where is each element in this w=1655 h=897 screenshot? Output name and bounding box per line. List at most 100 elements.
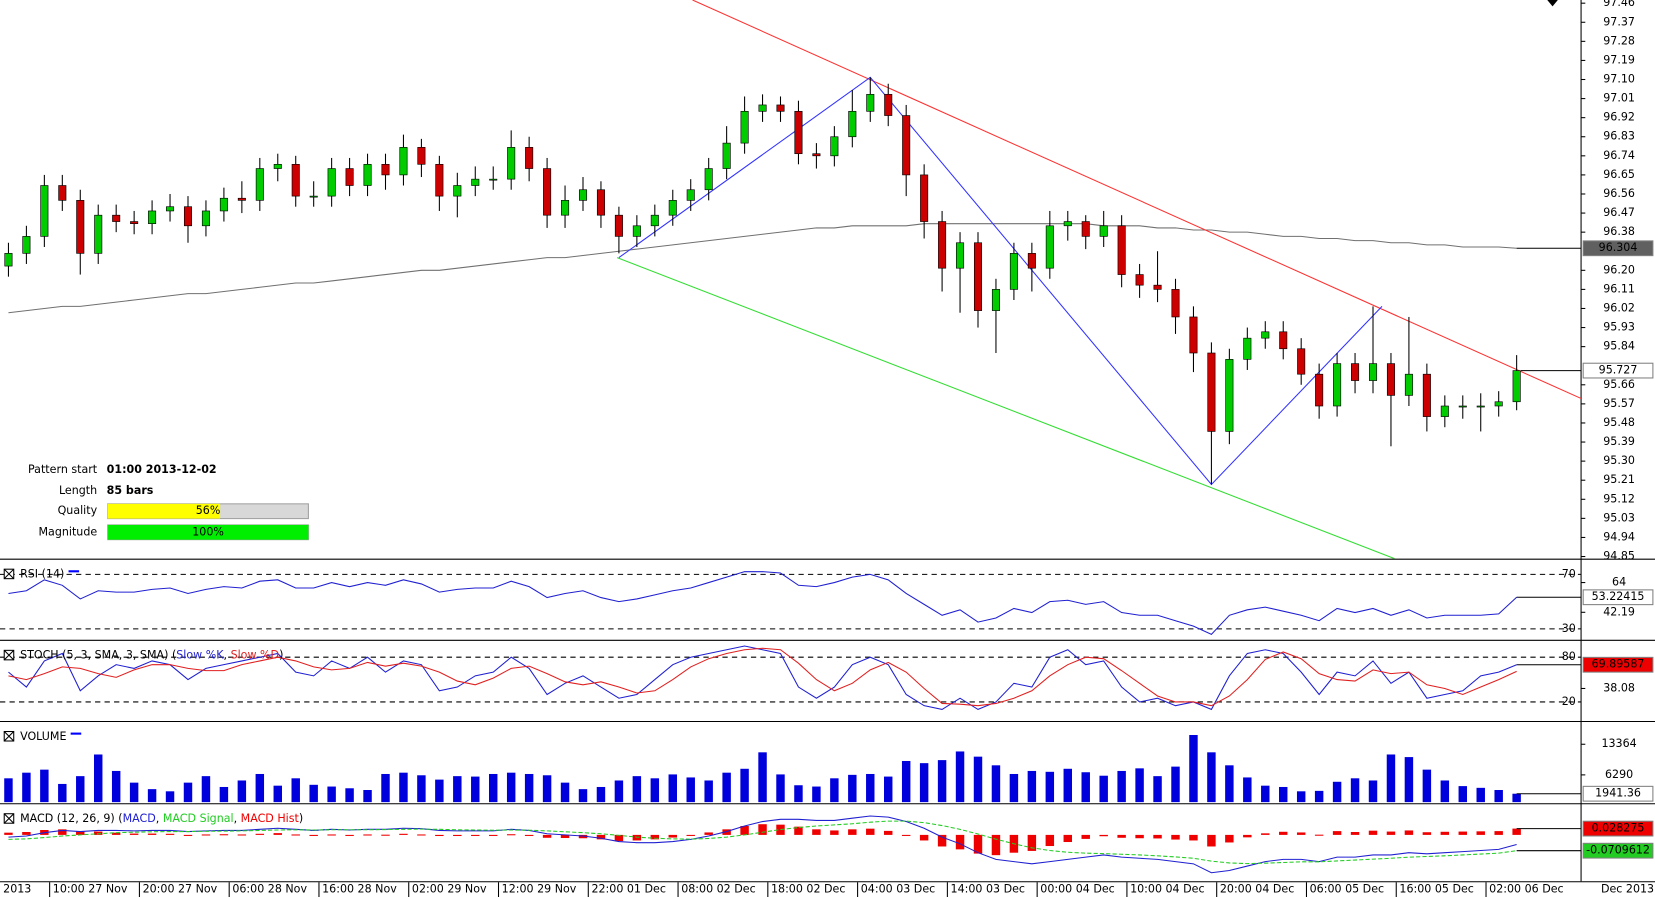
pattern-value: 85 bars [107,484,154,497]
histogram-bar [955,834,965,850]
y-tick-label: 96.74 [1603,149,1635,162]
volume-bar [704,780,713,803]
candle-body [1243,337,1252,360]
histogram-bar [578,834,588,839]
histogram-bar [1314,834,1324,836]
candle-body [758,104,767,112]
volume-bar [686,777,695,803]
volume-bar [758,752,767,803]
histogram-bar [740,825,749,835]
candle-body [561,200,570,216]
histogram-bar [219,834,229,836]
candle-body [130,221,139,224]
candle-body [237,197,246,201]
candle-body [1351,363,1360,381]
legend-punct: , [156,812,163,825]
histogram-bar [937,834,947,847]
volume-bar [1189,734,1198,803]
histogram-bar [76,831,85,835]
indicator-line [8,815,1517,874]
volume-bar [399,772,408,803]
volume-bar [722,772,731,803]
histogram-bar [147,833,157,835]
candle-body [399,147,408,176]
volume-bar [435,779,444,803]
trend-line [692,0,1582,400]
last-value-label: 96.304 [1599,241,1638,254]
x-tick-label: 18:00 02 Dec [771,883,845,896]
volume-bar [1404,757,1414,803]
level-label: 20 [1562,695,1576,708]
volume-bar [919,763,929,803]
candle-body [148,210,157,224]
histogram-bar [1171,834,1180,840]
y-tick-label: 95.93 [1603,321,1635,334]
histogram-bar [1368,830,1378,835]
last-value-tag [1582,842,1654,859]
histogram-bar [1386,831,1396,835]
candle-body [1135,274,1144,286]
legend-punct: ( [115,812,123,825]
volume-bar [1368,780,1378,803]
y-tick-label: 96.56 [1603,187,1635,200]
histogram-bar [1117,834,1126,838]
candle-body [309,195,318,198]
candle-body [1368,363,1378,381]
volume-bar [668,774,677,803]
candle-body [884,94,893,116]
panel-title-text: RSI (14) [20,567,64,580]
candle-body [1279,331,1288,350]
histogram-bar [1081,834,1090,839]
panel-close-icon-x [3,649,15,661]
y-tick-label: 95.66 [1603,378,1635,391]
candle-body [614,214,623,237]
candle-body [1099,225,1108,237]
x-tick-label: 22:00 01 Dec [591,883,665,896]
volume-bar [363,790,372,803]
panel-close-icon-x [3,731,15,742]
legend-punct: , [234,812,241,825]
histogram-bar [758,824,767,835]
y-tick-label: 97.10 [1603,73,1635,86]
volume-bar [489,773,498,803]
x-tick-label: 08:00 02 Dec [681,883,755,896]
candle-body [902,115,911,176]
histogram-bar [4,832,13,835]
y-tick-label: 97.19 [1603,53,1635,66]
x-tick-label: 10:00 27 Nov [53,883,128,896]
histogram-bar [399,833,408,835]
histogram-bar [381,834,390,836]
y-tick-label: 38.08 [1603,681,1635,694]
volume-bar [884,776,893,803]
y-tick-label: 94.94 [1603,530,1635,543]
histogram-bar [22,832,31,835]
volume-bar [1225,765,1234,803]
volume-bar [381,773,390,803]
x-axis-start: 2013 [3,883,31,896]
volume-bar [1476,787,1485,803]
last-value-tag [1582,785,1654,802]
volume-bar [1440,780,1450,803]
candle-body [650,214,659,227]
volume-bar [76,776,85,803]
candle-body [956,242,965,269]
x-tick-label: 10:00 04 Dec [1130,883,1204,896]
volume-bar [471,776,480,803]
volume-bar [1314,790,1324,803]
histogram-bar [668,834,677,838]
y-tick-label: 96.47 [1603,206,1635,219]
volume-bar [955,751,965,803]
volume-bar [776,774,785,803]
candle-body [848,110,857,138]
pattern-label: Length [59,484,97,497]
candle-body [489,178,498,181]
histogram-bar [991,834,1001,856]
volume-bar [1063,768,1073,803]
volume-bar [291,778,300,803]
candle-body [991,289,1000,311]
legend-entry: Slow %K [176,649,224,662]
histogram-bar [309,834,318,836]
last-value-tag [1582,589,1654,606]
histogram-bar [183,834,193,836]
